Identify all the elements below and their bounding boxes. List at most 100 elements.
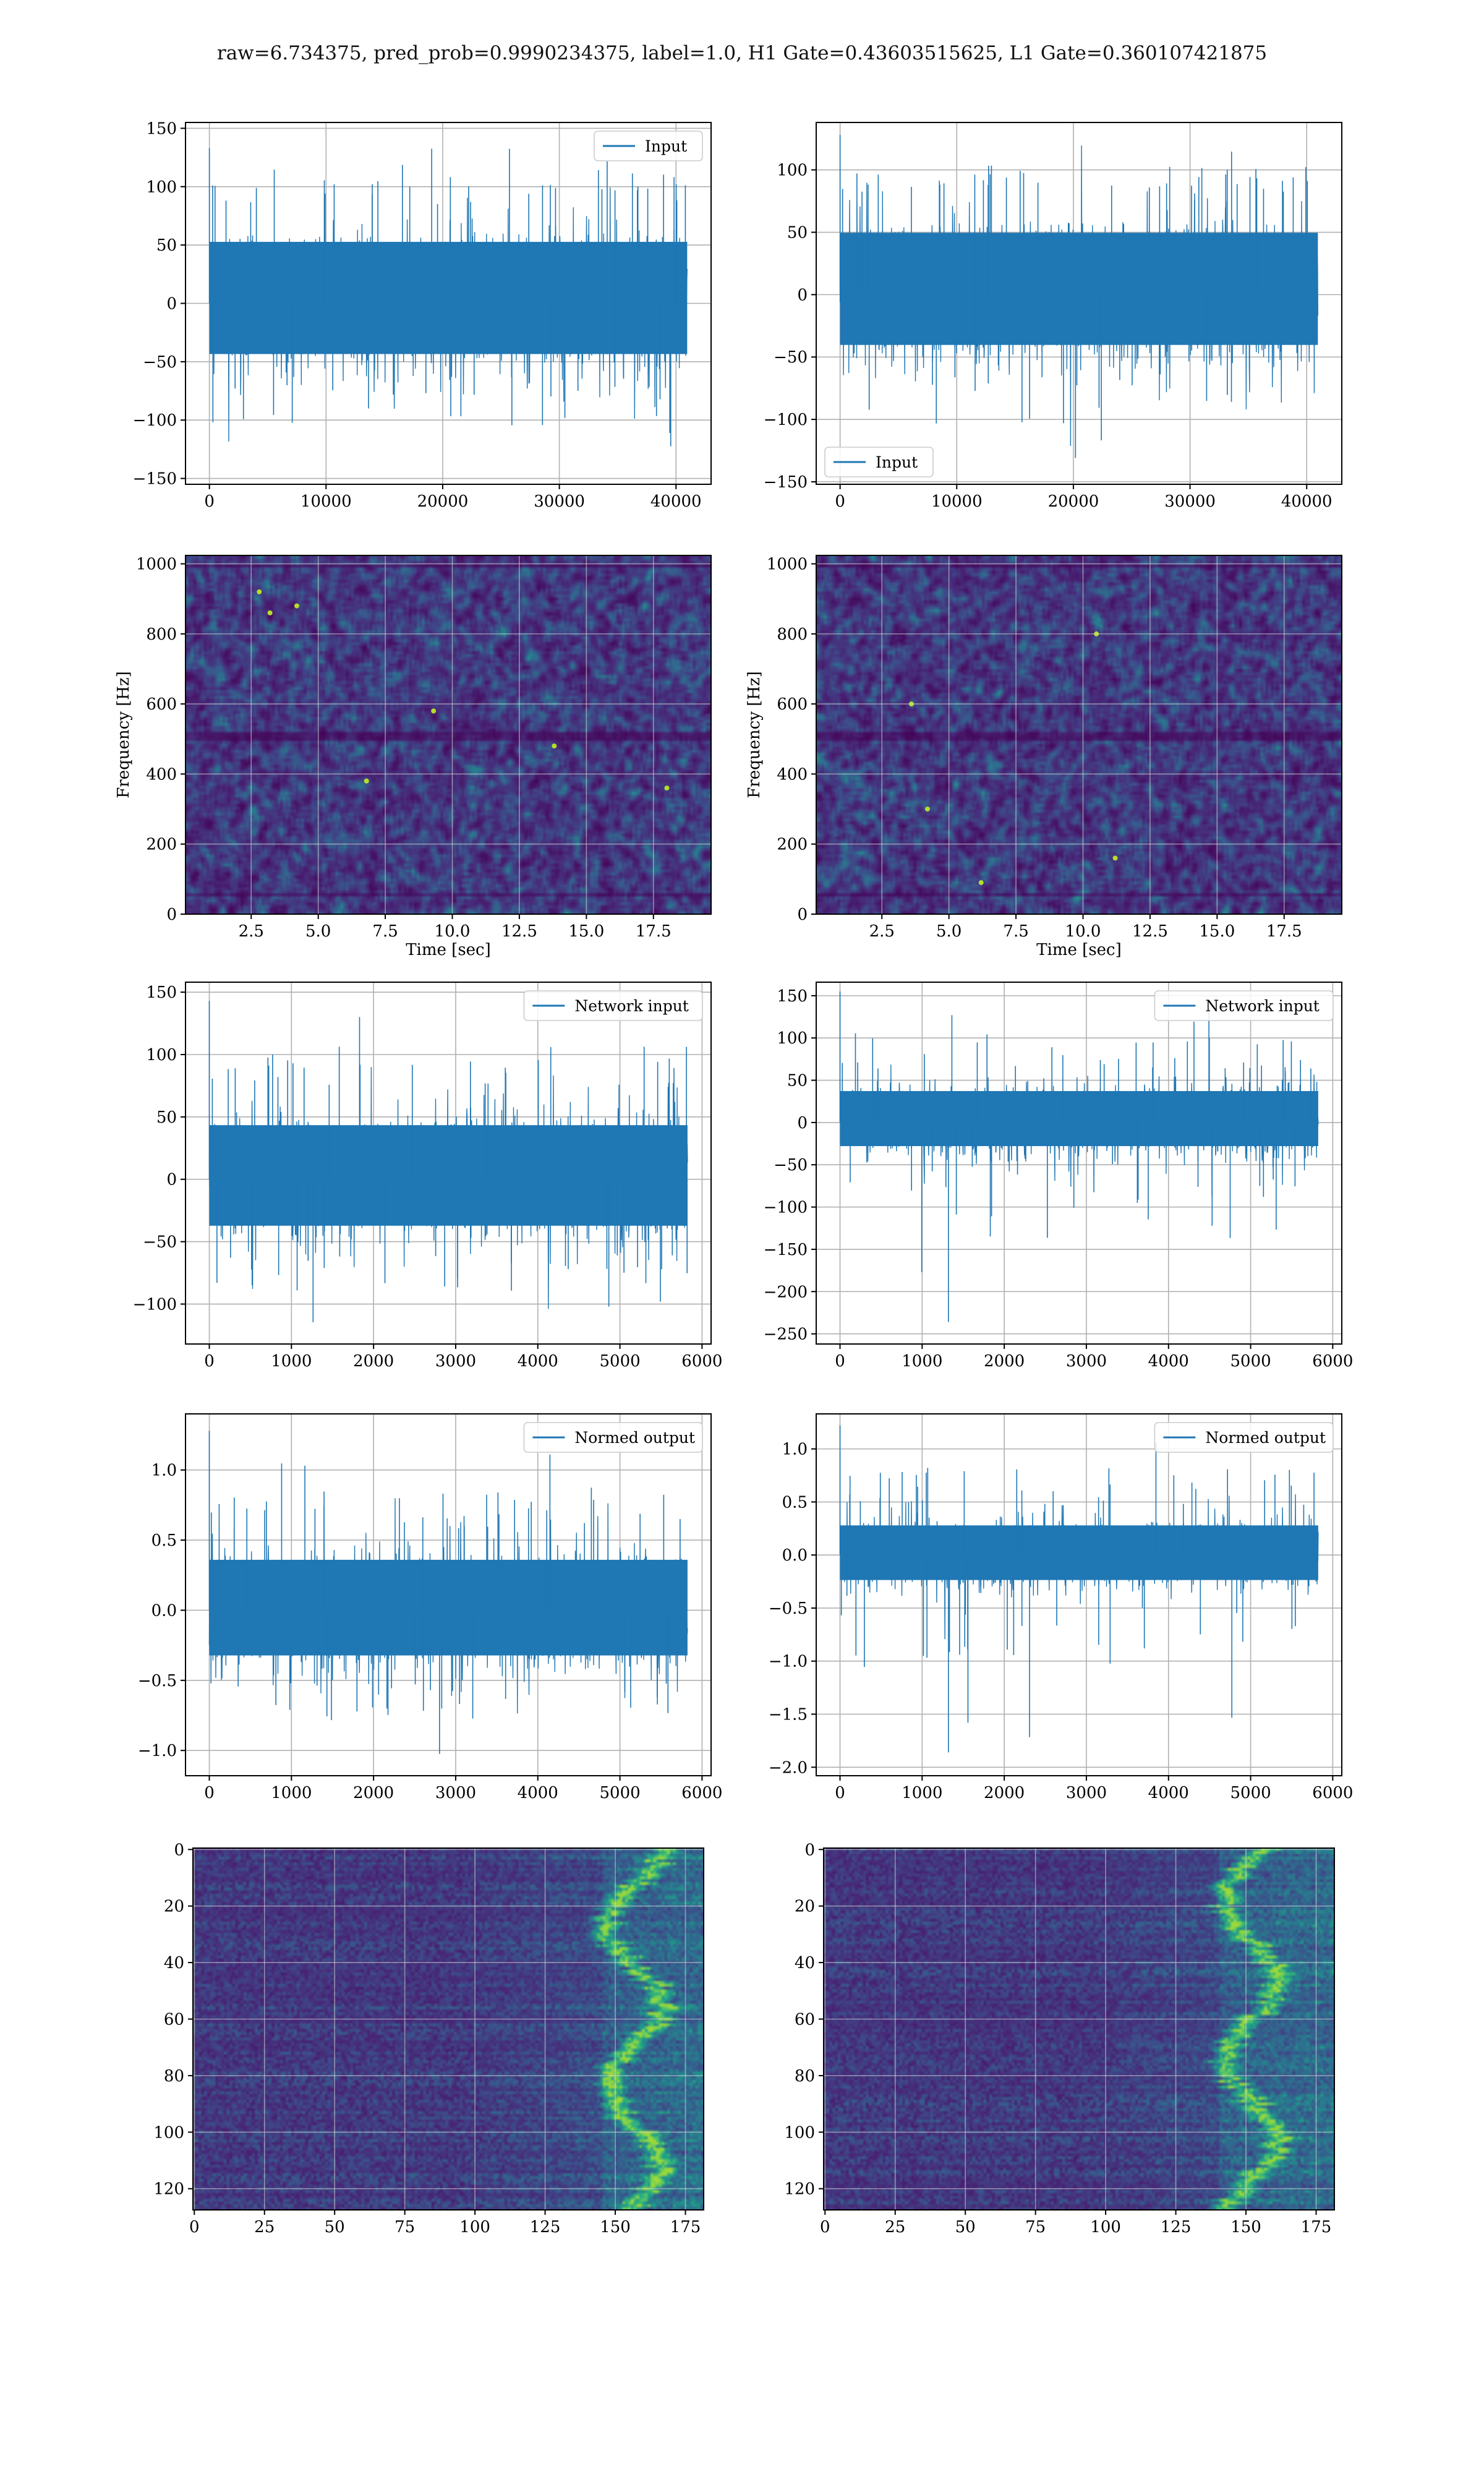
legend-box xyxy=(1154,990,1334,1021)
x-tick-label: 5000 xyxy=(599,1784,640,1802)
x-tick-label: 3000 xyxy=(435,1784,476,1802)
grid-row5-right xyxy=(824,1848,1334,2210)
series-group xyxy=(839,991,1319,1322)
y-tick-label: 800 xyxy=(146,625,177,644)
x-tick-label: 2.5 xyxy=(239,922,264,941)
axes-frame xyxy=(185,122,712,485)
x-axis-label: Time [sec] xyxy=(1036,941,1122,959)
ticks-row2-right: 2.5 5.0 7.5 10.0 12.5 15.0 17.5 0 200 400 600 800 10… xyxy=(767,555,1302,941)
y-tick-label: 50 xyxy=(787,1072,808,1090)
y-tick-label: −150 xyxy=(133,470,177,489)
x-tick-label: 10.0 xyxy=(435,922,471,941)
y-tick-label: 600 xyxy=(146,695,177,714)
y-tick-label: 100 xyxy=(153,2123,184,2142)
series-dense-band xyxy=(209,242,688,354)
series-group xyxy=(208,1431,688,1754)
x-tick-label: 10000 xyxy=(931,492,983,511)
y-tick-label: 60 xyxy=(164,2011,184,2029)
y-tick-label: 1.0 xyxy=(151,1462,177,1480)
y-tick-label: −100 xyxy=(133,1295,177,1314)
grid-row3-right xyxy=(816,982,1342,1344)
y-tick-label: 50 xyxy=(787,224,808,242)
ticks-row2-left: 2.5 5.0 7.5 10.0 12.5 15.0 17.5 0 200 400 600 800 10… xyxy=(136,555,672,941)
x-tick-label: 0 xyxy=(204,492,215,511)
x-tick-label: 3000 xyxy=(1066,1784,1107,1802)
y-tick-label: −100 xyxy=(133,411,177,430)
axes-frame xyxy=(185,1413,712,1776)
y-axis-label: Frequency [Hz] xyxy=(745,671,764,798)
ticks-row4-right: 0 1000 2000 3000 4000 5000 6000 −2.0 −1.5 −1.0 −0.… xyxy=(769,1440,1354,1802)
axes-row3-left: 0 1000 2000 3000 4000 5000 6000 −100 −50 0 50 100 15… xyxy=(133,982,722,1371)
hot-spot xyxy=(664,785,670,791)
x-tick-label: 150 xyxy=(600,2218,631,2236)
axes-frame xyxy=(185,982,712,1345)
y-tick-label: 1.0 xyxy=(782,1440,808,1459)
y-tick-label: 0 xyxy=(797,1114,808,1132)
y-tick-label: 40 xyxy=(164,1954,184,1972)
x-tick-label: 175 xyxy=(1301,2218,1332,2236)
y-tick-label: −150 xyxy=(764,473,808,492)
y-tick-label: 100 xyxy=(146,1046,177,1064)
x-tick-label: 17.5 xyxy=(636,922,672,941)
x-tick-label: 10000 xyxy=(301,492,352,511)
y-tick-label: 100 xyxy=(146,178,177,197)
ticks-row5-right: 0 25 50 75 100 125 150 175 0 20 40 60 80 100 120 xyxy=(784,1841,1331,2236)
x-tick-label: 125 xyxy=(530,2218,561,2236)
x-tick-label: 50 xyxy=(325,2218,345,2236)
plot-area xyxy=(816,982,1342,1344)
legend-label: Input xyxy=(876,453,918,471)
y-tick-label: −0.5 xyxy=(769,1599,808,1618)
y-tick-label: 200 xyxy=(146,836,177,854)
y-tick-label: 120 xyxy=(153,2180,184,2199)
y-tick-label: 0 xyxy=(166,295,177,314)
y-tick-label: 200 xyxy=(777,836,808,854)
hot-spot xyxy=(267,610,273,615)
axes-frame xyxy=(823,1847,1335,2211)
series-dense-band xyxy=(840,1091,1318,1147)
y-tick-label: 150 xyxy=(777,987,808,1006)
y-tick-label: 20 xyxy=(164,1898,184,1916)
x-tick-label: 175 xyxy=(670,2218,701,2236)
legend-box xyxy=(594,131,703,161)
x-tick-label: 30000 xyxy=(534,492,585,511)
axes-row5-right: 0 25 50 75 100 125 150 175 0 20 40 60 80 100 120 xyxy=(784,1841,1335,2236)
y-tick-label: −1.5 xyxy=(769,1705,808,1724)
hot-spot xyxy=(431,708,437,714)
x-tick-label: 25 xyxy=(254,2218,275,2236)
y-tick-label: 150 xyxy=(146,983,177,1002)
spectrogram-image xyxy=(816,555,1342,914)
y-tick-label: 120 xyxy=(784,2180,815,2199)
axes-row4-right: 0 1000 2000 3000 4000 5000 6000 −2.0 −1.5 −1.0 −0.… xyxy=(769,1413,1354,1802)
y-tick-label: 100 xyxy=(777,161,808,180)
x-tick-label: 2000 xyxy=(353,1784,394,1802)
y-tick-label: −250 xyxy=(764,1325,808,1344)
y-tick-label: 400 xyxy=(146,765,177,784)
legend-box xyxy=(824,447,934,477)
y-tick-label: 800 xyxy=(777,625,808,644)
x-tick-label: 5000 xyxy=(599,1352,640,1371)
x-tick-label: 12.5 xyxy=(1132,922,1168,941)
legend: Network input xyxy=(523,990,703,1021)
y-tick-label: 1000 xyxy=(767,555,808,574)
legend: Normed output xyxy=(1154,1422,1334,1453)
x-tick-label: 75 xyxy=(1025,2218,1046,2236)
x-axis-label: Time [sec] xyxy=(406,941,491,959)
axes-frame xyxy=(816,555,1342,915)
x-tick-label: 4000 xyxy=(518,1784,558,1802)
axes-row5-left: 0 25 50 75 100 125 150 175 0 20 40 60 80 100 120 xyxy=(153,1841,704,2236)
ticks-row4-left: 0 1000 2000 3000 4000 5000 6000 −1.0 −0.5 0.0 0.5 1… xyxy=(138,1462,723,1802)
x-tick-label: 0 xyxy=(835,492,845,511)
x-tick-label: 40000 xyxy=(650,492,702,511)
y-tick-label: 20 xyxy=(795,1898,815,1916)
legend-box xyxy=(523,1422,703,1453)
legend: Input xyxy=(594,131,703,161)
x-tick-label: 5.0 xyxy=(305,922,331,941)
x-tick-label: 4000 xyxy=(1148,1784,1189,1802)
y-tick-label: 80 xyxy=(164,2067,184,2086)
y-tick-label: −100 xyxy=(764,411,808,429)
series-dense-band xyxy=(840,233,1318,345)
y-tick-label: −100 xyxy=(764,1199,808,1217)
y-tick-label: −2.0 xyxy=(769,1758,808,1777)
ticks-row3-right: 0 1000 2000 3000 4000 5000 6000−250−200−150−10… xyxy=(764,987,1354,1371)
